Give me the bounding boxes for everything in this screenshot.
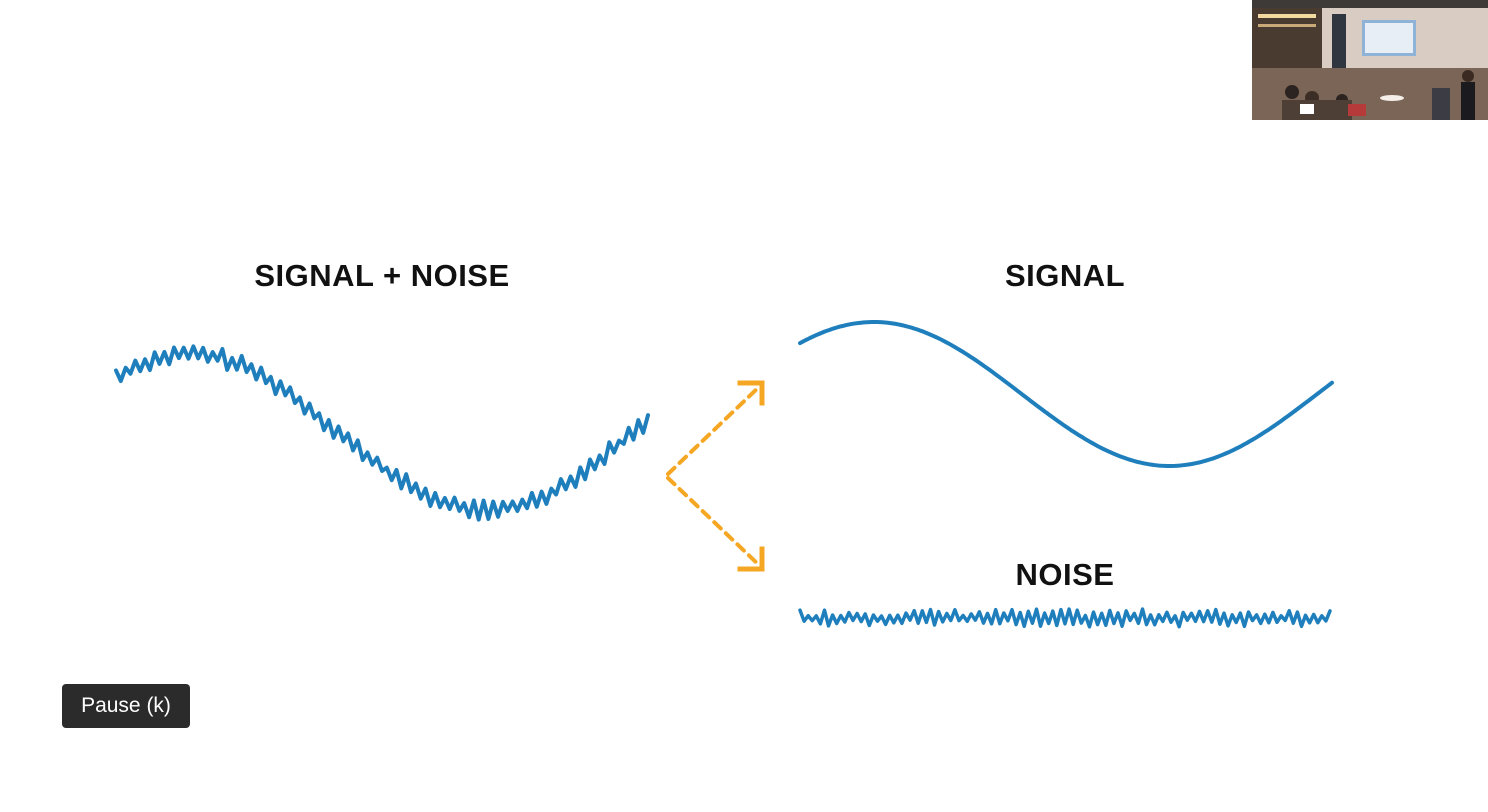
signal-plus-noise-title: SIGNAL + NOISE (254, 258, 510, 293)
signal-title: SIGNAL (1004, 258, 1126, 293)
noise-title: NOISE (1015, 557, 1115, 592)
noise-wave (798, 607, 1332, 629)
dashed-arrow-down-right-icon (666, 476, 765, 572)
signal-wave (798, 320, 1334, 468)
speaker-video-thumbnail[interactable] (1252, 0, 1488, 120)
dashed-arrow-up-right-icon (666, 380, 765, 476)
room-scene (1252, 0, 1488, 120)
pause-tooltip: Pause (k) (62, 684, 190, 728)
signal-plus-noise-wave (114, 344, 650, 522)
